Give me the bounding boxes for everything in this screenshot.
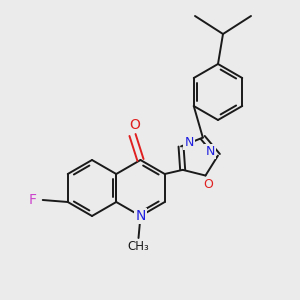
Text: O: O	[204, 178, 213, 191]
Text: O: O	[129, 118, 140, 132]
Text: N: N	[135, 209, 146, 223]
Text: N: N	[184, 136, 194, 149]
Text: CH₃: CH₃	[128, 239, 149, 253]
Text: F: F	[29, 193, 37, 207]
Text: N: N	[205, 145, 214, 158]
